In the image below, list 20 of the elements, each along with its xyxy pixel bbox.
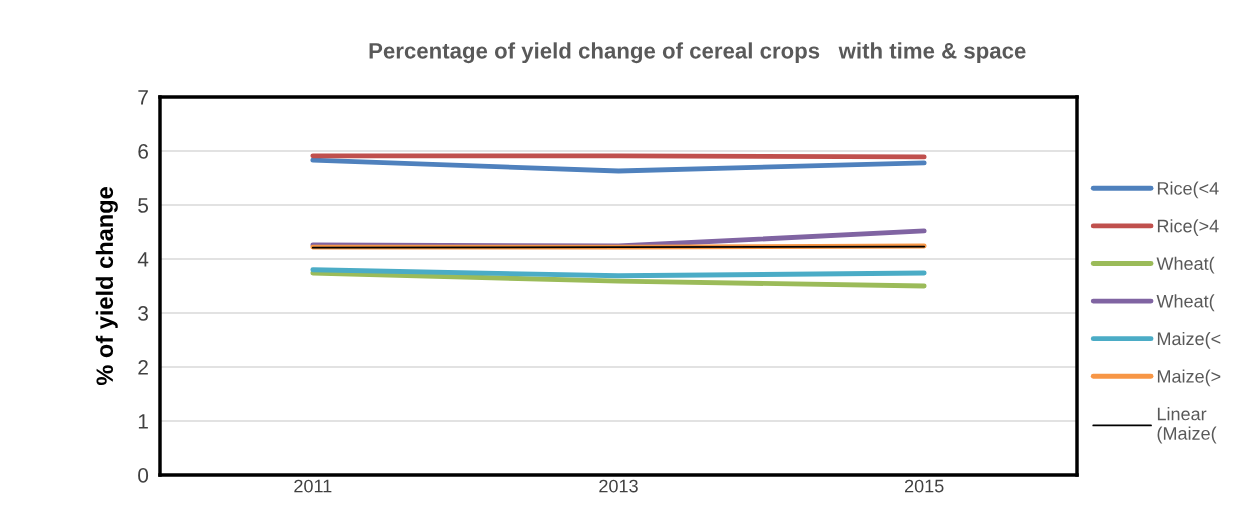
legend-label: Wheat( [1156, 256, 1215, 274]
y-tick-label: 6 [138, 144, 148, 159]
y-tick-label: 5 [138, 198, 149, 213]
chart-title: Percentage of yield change of cereal crops with time & space [369, 42, 1026, 64]
y-axis-title: % of yield change [95, 187, 118, 386]
y-tick-label: 7 [138, 90, 148, 105]
legend-label: Maize(< [1157, 331, 1221, 349]
y-tick-label: 2 [138, 360, 148, 375]
x-tick-label: 2013 [599, 479, 638, 493]
y-tick-label: 1 [138, 414, 148, 429]
x-tick-label: 2015 [904, 479, 944, 493]
y-tick-label: 3 [138, 306, 148, 321]
legend-label: Rice(<4 [1157, 181, 1219, 199]
legend-label: Linear (Maize( [1157, 407, 1217, 444]
legend-label: Maize(> [1157, 369, 1221, 387]
y-tick-label: 0 [138, 468, 149, 483]
y-tick-label: 4 [137, 252, 149, 267]
legend-label: Rice(>4 [1157, 219, 1219, 236]
x-tick-label: 2011 [294, 479, 332, 493]
legend-label: Wheat( [1156, 294, 1215, 312]
